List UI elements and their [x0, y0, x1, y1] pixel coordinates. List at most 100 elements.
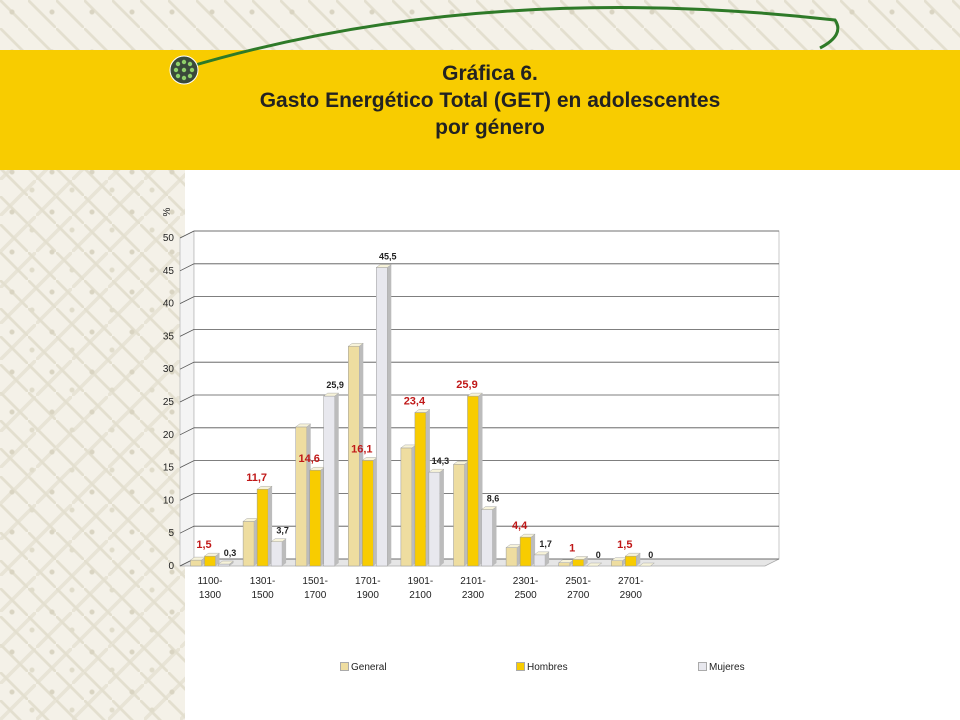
gridline [179, 296, 779, 304]
gridline [179, 492, 779, 501]
bar-general [611, 560, 623, 567]
x-tick-label: 2700 [567, 590, 590, 601]
bar-general [190, 559, 202, 567]
y-axis-title: % [162, 207, 173, 216]
bar-top [638, 562, 655, 567]
bar-hombres [519, 536, 532, 567]
page-title: Gráfica 6. Gasto Energético Total (GET) … [185, 60, 795, 141]
x-tick-label: 1301- [250, 576, 276, 587]
x-tick-label: 2500 [514, 590, 537, 601]
legend-label: General [351, 662, 387, 673]
value-label-mujeres: 0,3 [224, 548, 237, 558]
bar-side [387, 264, 392, 566]
green-swoosh [184, 6, 840, 70]
legend-swatch [516, 662, 525, 671]
bar-top [586, 562, 603, 567]
background-pattern-top [0, 0, 960, 50]
bar-hombres [572, 559, 584, 567]
value-label-mujeres: 45,5 [379, 252, 397, 262]
bar-side [636, 553, 641, 566]
value-label-hombres: 23,4 [404, 395, 426, 407]
x-tick-label: 2101- [460, 576, 486, 587]
y-tick-label: 45 [163, 266, 175, 277]
y-tick-label: 35 [163, 331, 175, 342]
x-tick-label: 1901- [408, 576, 434, 587]
bar-hombres [467, 395, 479, 567]
bar-general [453, 464, 465, 567]
gridline [179, 427, 779, 436]
value-label-hombres: 1,5 [196, 539, 211, 551]
y-tick-label: 20 [163, 430, 175, 441]
x-tick-label: 1300 [199, 590, 222, 601]
value-label-mujeres: 25,9 [326, 380, 344, 390]
y-tick-label: 30 [163, 364, 175, 375]
bar-top [217, 560, 235, 565]
legend-label: Hombres [527, 662, 568, 673]
bar-hombres [414, 412, 427, 567]
y-tick-label: 50 [163, 233, 175, 244]
legend-item-mujeres: Mujeres [698, 662, 745, 673]
y-tick-label: 0 [168, 561, 174, 572]
value-label-hombres: 4,4 [512, 520, 528, 532]
x-tick-label: 2100 [409, 590, 432, 601]
bar-hombres [362, 460, 374, 567]
bar-mujeres [533, 554, 546, 567]
value-label-hombres: 1,5 [617, 539, 632, 551]
bar-mujeres [428, 471, 441, 567]
bar-hombres [204, 555, 216, 567]
gridline [179, 230, 779, 239]
y-tick-label: 5 [168, 528, 174, 539]
legend-swatch [698, 662, 707, 671]
bar-general [505, 547, 518, 567]
bar-top [480, 506, 498, 510]
value-label-hombres: 25,9 [456, 379, 477, 391]
value-label-mujeres: 1,7 [539, 539, 552, 549]
bar-side [229, 561, 234, 566]
legend-item-hombres: Hombres [516, 662, 568, 673]
x-tick-label: 1100- [198, 576, 223, 587]
value-label-mujeres: 0 [648, 550, 653, 560]
bar-side [215, 553, 220, 566]
x-tick-label: 2900 [620, 590, 643, 601]
value-label-mujeres: 14,3 [432, 456, 450, 466]
x-tick-label: 2501- [565, 576, 591, 587]
title-banner [0, 50, 960, 170]
bar-top [347, 343, 364, 347]
title-line-3: por género [435, 116, 545, 139]
value-label-hombres: 16,1 [351, 443, 372, 455]
title-line-1: Gráfica 6. [442, 62, 538, 85]
banner-decoration [169, 6, 840, 85]
value-label-hombres: 11,7 [246, 472, 267, 484]
bar-general [400, 447, 413, 567]
bar-general [558, 562, 570, 567]
gridline [179, 328, 779, 337]
x-tick-label: 1700 [304, 590, 327, 601]
bar-top [519, 533, 536, 538]
gridline [179, 361, 779, 370]
legend-item-general: General [340, 662, 387, 673]
gridline [179, 525, 779, 534]
bar-hombres [625, 555, 637, 567]
value-label-mujeres: 8,6 [487, 494, 500, 504]
bar-general [348, 345, 360, 567]
x-tick-label: 2701- [618, 576, 644, 587]
bar-side [282, 538, 287, 566]
value-label-hombres: 1 [569, 542, 575, 554]
y-tick-label: 25 [163, 397, 175, 408]
bar-hombres [309, 469, 321, 567]
bar-top [572, 556, 589, 560]
bar-mujeres [218, 563, 230, 567]
bar-top [270, 538, 287, 542]
bar-top [256, 486, 273, 490]
bar-general [295, 426, 307, 567]
bar-top [375, 264, 392, 268]
title-line-2: Gasto Energético Total (GET) en adolesce… [259, 89, 721, 112]
bar-mujeres [270, 541, 283, 567]
bar-top [323, 392, 340, 397]
value-label-mujeres: 0 [596, 550, 601, 560]
series-general [189, 343, 627, 567]
bar-mujeres [376, 267, 388, 567]
bar-top [295, 423, 312, 428]
y-tick-label: 10 [163, 495, 175, 506]
bar-mujeres [323, 395, 335, 567]
